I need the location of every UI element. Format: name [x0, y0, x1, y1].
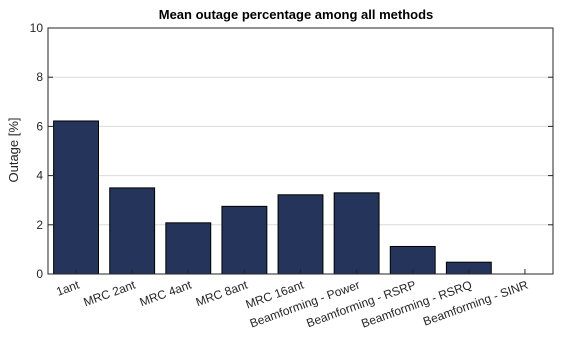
- bar: [53, 120, 99, 275]
- y-tick-label: 0: [36, 267, 43, 281]
- x-tick-label: MRC 2ant: [82, 277, 138, 309]
- bar: [277, 194, 324, 275]
- x-tick-label: MRC 4ant: [138, 277, 194, 309]
- y-tick-label: 10: [30, 21, 44, 35]
- bars: [53, 120, 492, 275]
- bar: [221, 205, 268, 275]
- y-tick-label: 8: [36, 70, 43, 84]
- bar: [109, 187, 156, 275]
- x-tick-label: 1ant: [54, 277, 81, 298]
- x-tick-label: MRC 8ant: [194, 277, 250, 309]
- y-tick-labels: 0 2 4 6 8 10: [30, 21, 553, 281]
- chart-title: Mean outage percentage among all methods: [159, 7, 434, 22]
- y-tick-label: 2: [36, 218, 43, 232]
- y-axis-label: Outage [%]: [6, 117, 21, 182]
- bar: [165, 222, 212, 275]
- bar: [333, 192, 380, 275]
- y-tick-label: 4: [36, 169, 43, 183]
- y-tick-label: 6: [36, 119, 43, 133]
